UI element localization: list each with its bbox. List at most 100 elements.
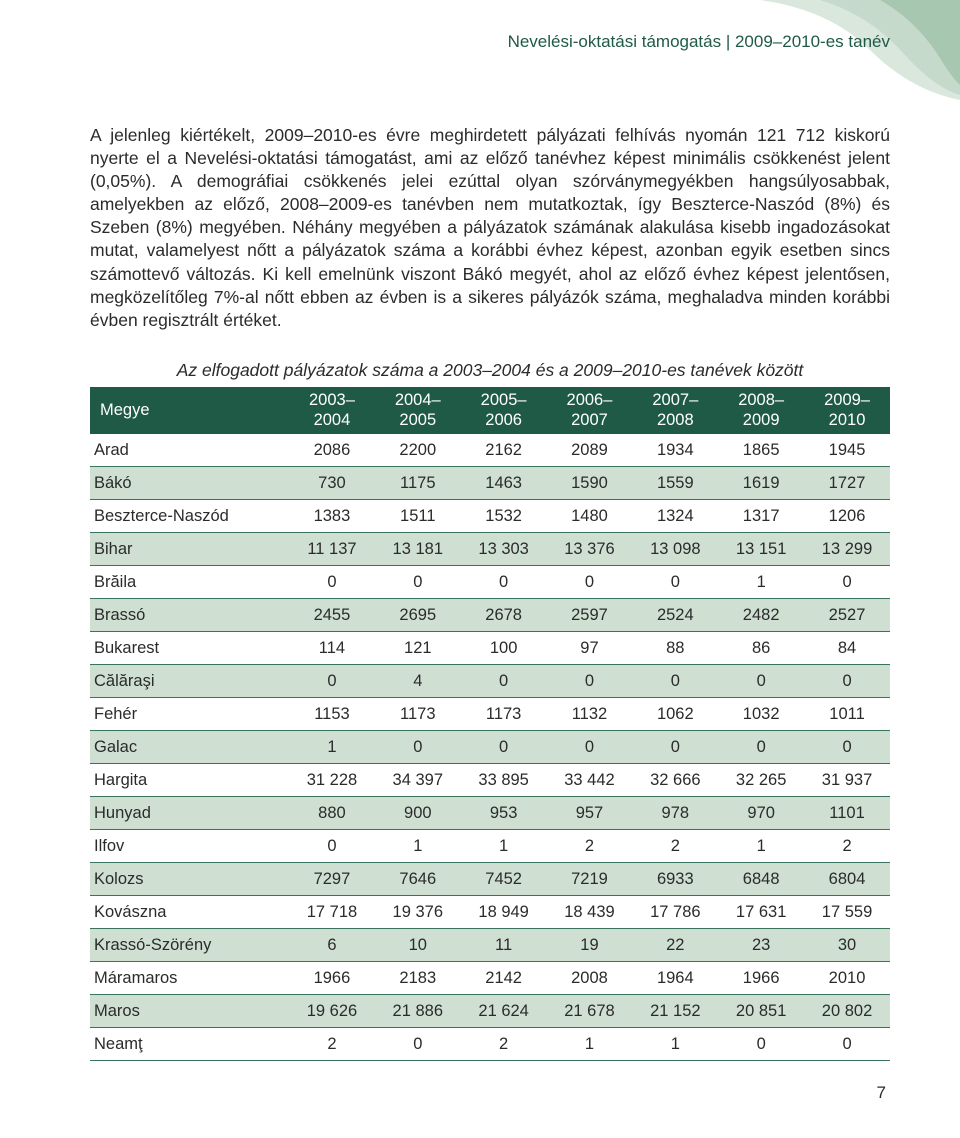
cell-value: 953 (461, 797, 547, 830)
cell-value: 0 (804, 566, 890, 599)
table-row: Bukarest11412110097888684 (90, 632, 890, 665)
cell-value: 11 (461, 929, 547, 962)
cell-value: 2142 (461, 962, 547, 995)
cell-value: 2162 (461, 434, 547, 467)
page-header: Nevelési-oktatási támogatás | 2009–2010-… (90, 32, 890, 52)
cell-value: 1 (461, 830, 547, 863)
cell-value: 0 (375, 731, 461, 764)
cell-value: 2482 (718, 599, 804, 632)
cell-value: 13 151 (718, 533, 804, 566)
cell-value: 730 (289, 467, 375, 500)
row-name: Krassó-Szörény (90, 929, 289, 962)
cell-value: 32 265 (718, 764, 804, 797)
cell-value: 1 (718, 566, 804, 599)
cell-value: 2695 (375, 599, 461, 632)
table-row: Máramaros1966218321422008196419662010 (90, 962, 890, 995)
cell-value: 2527 (804, 599, 890, 632)
page-content: Nevelési-oktatási támogatás | 2009–2010-… (0, 0, 960, 1123)
cell-value: 33 895 (461, 764, 547, 797)
cell-value: 2 (547, 830, 633, 863)
applications-table: Megye 2003–2004 2004–2005 2005–2006 2006… (90, 387, 890, 1062)
cell-value: 970 (718, 797, 804, 830)
cell-value: 0 (718, 665, 804, 698)
cell-value: 2 (289, 1028, 375, 1061)
cell-value: 88 (632, 632, 718, 665)
cell-value: 21 624 (461, 995, 547, 1028)
table-row: Arad2086220021622089193418651945 (90, 434, 890, 467)
cell-value: 17 559 (804, 896, 890, 929)
table-row: Călăraşi0400000 (90, 665, 890, 698)
cell-value: 0 (632, 566, 718, 599)
cell-value: 1101 (804, 797, 890, 830)
cell-value: 31 228 (289, 764, 375, 797)
cell-value: 1173 (461, 698, 547, 731)
cell-value: 21 678 (547, 995, 633, 1028)
cell-value: 33 442 (547, 764, 633, 797)
cell-value: 1062 (632, 698, 718, 731)
cell-value: 19 (547, 929, 633, 962)
cell-value: 1 (547, 1028, 633, 1061)
table-row: Neamţ2021100 (90, 1028, 890, 1061)
cell-value: 1966 (718, 962, 804, 995)
row-name: Călăraşi (90, 665, 289, 698)
cell-value: 21 886 (375, 995, 461, 1028)
table-row: Fehér1153117311731132106210321011 (90, 698, 890, 731)
cell-value: 2678 (461, 599, 547, 632)
cell-value: 880 (289, 797, 375, 830)
cell-value: 13 299 (804, 533, 890, 566)
table-row: Bákó730117514631590155916191727 (90, 467, 890, 500)
cell-value: 2 (461, 1028, 547, 1061)
cell-value: 0 (461, 665, 547, 698)
cell-value: 31 937 (804, 764, 890, 797)
cell-value: 0 (804, 731, 890, 764)
cell-value: 978 (632, 797, 718, 830)
row-name: Kovászna (90, 896, 289, 929)
col-megye: Megye (90, 387, 289, 435)
cell-value: 1 (632, 1028, 718, 1061)
cell-value: 13 376 (547, 533, 633, 566)
cell-value: 957 (547, 797, 633, 830)
col-year: 2007–2008 (632, 387, 718, 435)
col-year: 2008–2009 (718, 387, 804, 435)
cell-value: 1011 (804, 698, 890, 731)
cell-value: 1132 (547, 698, 633, 731)
table-row: Hunyad8809009539579789701101 (90, 797, 890, 830)
cell-value: 1153 (289, 698, 375, 731)
table-row: Maros19 62621 88621 62421 67821 15220 85… (90, 995, 890, 1028)
cell-value: 84 (804, 632, 890, 665)
cell-value: 0 (289, 566, 375, 599)
table-row: Kolozs7297764674527219693368486804 (90, 863, 890, 896)
cell-value: 19 376 (375, 896, 461, 929)
cell-value: 32 666 (632, 764, 718, 797)
table-row: Bihar11 13713 18113 30313 37613 09813 15… (90, 533, 890, 566)
cell-value: 1511 (375, 500, 461, 533)
cell-value: 0 (375, 566, 461, 599)
row-name: Kolozs (90, 863, 289, 896)
cell-value: 22 (632, 929, 718, 962)
row-name: Brăila (90, 566, 289, 599)
cell-value: 0 (375, 1028, 461, 1061)
cell-value: 1532 (461, 500, 547, 533)
cell-value: 1727 (804, 467, 890, 500)
cell-value: 18 949 (461, 896, 547, 929)
cell-value: 2200 (375, 434, 461, 467)
cell-value: 0 (718, 731, 804, 764)
cell-value: 97 (547, 632, 633, 665)
body-paragraph: A jelenleg kiértékelt, 2009–2010-es évre… (90, 124, 890, 332)
cell-value: 2089 (547, 434, 633, 467)
col-year: 2005–2006 (461, 387, 547, 435)
row-name: Beszterce-Naszód (90, 500, 289, 533)
cell-value: 900 (375, 797, 461, 830)
cell-value: 20 802 (804, 995, 890, 1028)
table-row: Brăila0000010 (90, 566, 890, 599)
cell-value: 1317 (718, 500, 804, 533)
cell-value: 0 (804, 1028, 890, 1061)
cell-value: 2086 (289, 434, 375, 467)
cell-value: 1865 (718, 434, 804, 467)
cell-value: 1 (375, 830, 461, 863)
row-name: Bihar (90, 533, 289, 566)
row-name: Galac (90, 731, 289, 764)
cell-value: 2 (804, 830, 890, 863)
table-row: Krassó-Szörény6101119222330 (90, 929, 890, 962)
cell-value: 0 (632, 731, 718, 764)
